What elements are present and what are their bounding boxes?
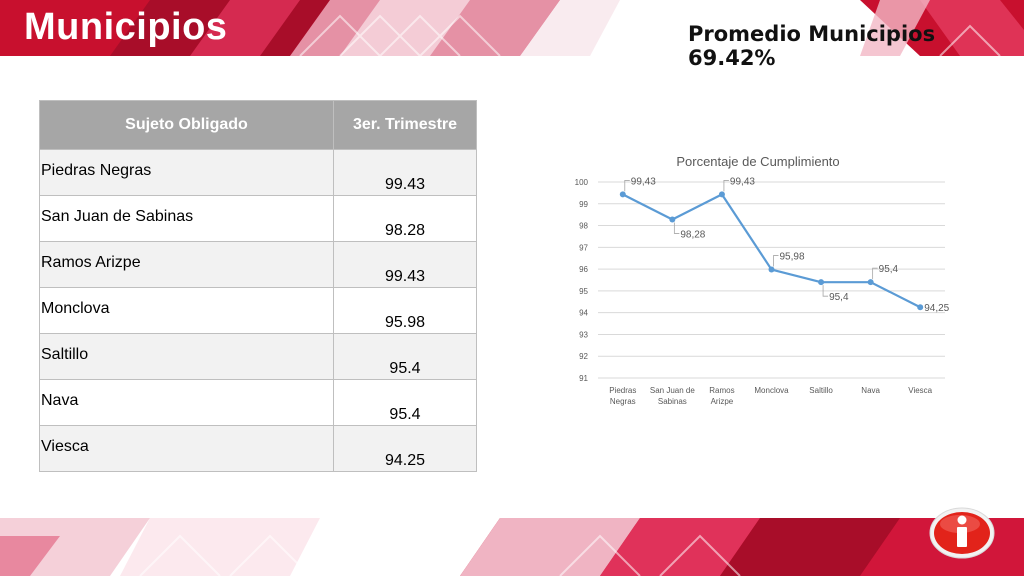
table-row: San Juan de Sabinas 98.28 (39, 195, 477, 242)
data-label-leader (723, 180, 729, 192)
x-tick-label: Nava (861, 386, 880, 395)
y-tick-label: 96 (579, 265, 588, 274)
y-tick-label: 98 (579, 222, 588, 231)
row-value-cell: 95.98 (333, 287, 477, 334)
data-point (818, 279, 825, 286)
footer-banner (0, 518, 1024, 576)
row-value-cell: 95.4 (333, 379, 477, 426)
x-tick-label: Piedras Negras (609, 386, 636, 406)
compliance-table: Sujeto Obligado 3er. Trimestre Piedras N… (39, 100, 477, 472)
column-header-quarter: 3er. Trimestre (333, 100, 477, 150)
row-name-cell: Saltillo (39, 333, 334, 380)
data-label-leader (673, 222, 680, 234)
row-name-cell: Ramos Arizpe (39, 241, 334, 288)
table-row: Nava 95.4 (39, 379, 477, 426)
data-label: 94,25 (924, 303, 949, 314)
data-label-leader (773, 255, 779, 267)
data-label-leader (822, 285, 829, 297)
table-row: Monclova 95.98 (39, 287, 477, 334)
y-tick-label: 91 (579, 374, 588, 383)
row-name-cell: San Juan de Sabinas (39, 195, 334, 242)
average-label: Promedio Municipios 69.42% (688, 22, 936, 70)
data-point (917, 304, 924, 311)
row-value-cell: 94.25 (333, 425, 477, 472)
data-label: 95,4 (879, 264, 899, 275)
y-tick-label: 94 (579, 309, 588, 318)
x-tick-label: Saltillo (809, 386, 833, 395)
table-header-row: Sujeto Obligado 3er. Trimestre (39, 100, 477, 150)
data-label: 99,43 (730, 176, 755, 187)
table-row: Viesca 94.25 (39, 425, 477, 472)
y-tick-label: 92 (579, 352, 588, 361)
footer-banner-graphic (0, 518, 1024, 576)
info-logo (928, 506, 996, 560)
data-label-leader (624, 180, 630, 192)
data-point (718, 191, 725, 198)
row-name-cell: Nava (39, 379, 334, 426)
chart-title: Porcentaje de Cumplimiento (676, 154, 839, 169)
row-value-cell: 95.4 (333, 333, 477, 380)
x-tick-label: San Juan de Sabinas (650, 386, 695, 406)
data-label: 95,4 (829, 292, 849, 303)
y-tick-label: 97 (579, 243, 588, 252)
row-name-cell: Piedras Negras (39, 149, 334, 196)
row-value-cell: 98.28 (333, 195, 477, 242)
compliance-chart: Porcentaje de Cumplimiento 91 92 93 94 95 96 9… (560, 148, 960, 418)
x-tick-label: Viesca (908, 386, 932, 395)
row-name-cell: Monclova (39, 287, 334, 334)
y-tick-label: 95 (579, 287, 588, 296)
y-tick-label: 93 (579, 330, 588, 339)
row-name-cell: Viesca (39, 425, 334, 472)
info-i-icon (929, 507, 995, 559)
data-label: 98,28 (680, 229, 705, 240)
row-value-cell: 99.43 (333, 149, 477, 196)
data-label: 99,43 (631, 176, 656, 187)
x-tick-label: Ramos Arizpe (709, 386, 734, 406)
y-tick-label: 100 (575, 178, 589, 187)
x-tick-label: Monclova (754, 386, 789, 395)
table-row: Saltillo 95.4 (39, 333, 477, 380)
data-label: 95,98 (780, 252, 805, 263)
header-banner: Municipios (0, 0, 1024, 56)
column-header-subject: Sujeto Obligado (39, 100, 334, 150)
table-row: Piedras Negras 99.43 (39, 149, 477, 196)
series-line (622, 193, 921, 309)
data-point (619, 191, 626, 198)
chart-svg: Porcentaje de Cumplimiento 91 92 93 94 95 96 9… (575, 154, 950, 406)
page-title: Municipios (24, 6, 228, 48)
data-point (669, 216, 676, 223)
y-tick-label: 99 (579, 200, 588, 209)
data-point (867, 279, 874, 286)
table-row: Ramos Arizpe 99.43 (39, 241, 477, 288)
header-banner-graphic (0, 0, 1024, 56)
data-point (768, 266, 775, 273)
row-value-cell: 99.43 (333, 241, 477, 288)
data-label-leader (872, 267, 878, 280)
